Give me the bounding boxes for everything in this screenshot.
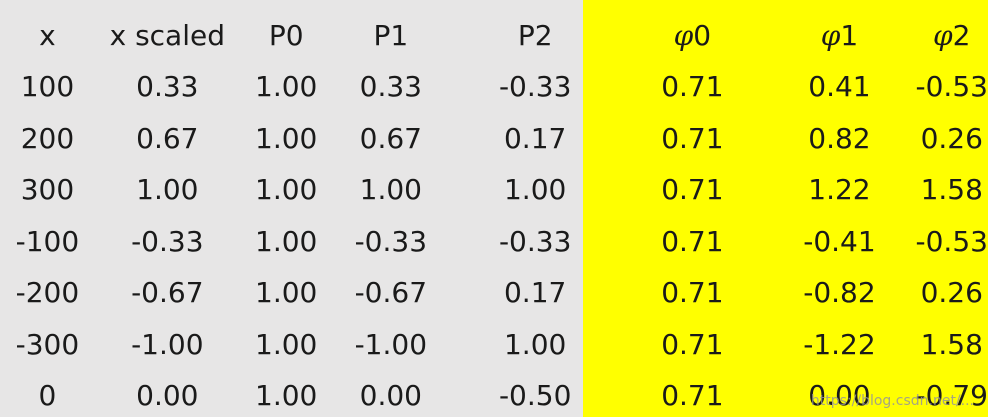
table-row: -100 -0.33 1.00 -0.33 -0.33 0.71 -0.41 -…	[0, 216, 988, 268]
table-row: 300 1.00 1.00 1.00 1.00 0.71 1.22 1.58	[0, 165, 988, 217]
cell-p0: 1.00	[255, 70, 318, 104]
phi-symbol: φ	[820, 18, 841, 52]
cell-phi1: -0.82	[803, 276, 876, 310]
cell-phi0: 0.71	[661, 173, 724, 207]
cell-x: 0	[38, 379, 57, 413]
header-p2: P2	[517, 18, 553, 52]
cell-phi2: -0.53	[915, 70, 988, 104]
phi-symbol: φ	[933, 18, 953, 52]
table-row: 100 0.33 1.00 0.33 -0.33 0.71 0.41 -0.53	[0, 62, 988, 114]
table-row: -200 -0.67 1.00 -0.67 0.17 0.71 -0.82 0.…	[0, 268, 988, 320]
cell-phi2: 1.58	[920, 327, 983, 361]
header-row: x x scaled P0 P1 P2 φ0 φ1 φ2	[0, 10, 988, 62]
cell-phi0: 0.71	[661, 379, 724, 413]
cell-phi0: 0.71	[661, 70, 724, 104]
header-x-scaled: x scaled	[109, 18, 225, 52]
cell-p1: -1.00	[354, 327, 428, 361]
cell-phi1: 0.41	[808, 70, 871, 104]
cell-x: 300	[20, 173, 75, 207]
header-phi2: φ2	[915, 10, 988, 62]
phi-columns-highlight	[583, 0, 988, 417]
cell-p2: 1.00	[503, 327, 567, 361]
header-p0: P0	[268, 18, 304, 52]
cell-p2: -0.50	[498, 379, 572, 413]
cell-phi2: 0.26	[920, 276, 983, 310]
cell-x: -200	[15, 276, 80, 310]
cell-x-scaled: -1.00	[131, 327, 204, 361]
cell-x-scaled: 1.00	[136, 173, 199, 207]
cell-phi1: -1.22	[803, 327, 876, 361]
cell-p1: 0.00	[359, 379, 422, 413]
cell-phi0: 0.71	[661, 224, 724, 258]
cell-x-scaled: 0.00	[136, 379, 199, 413]
cell-phi0: 0.71	[661, 276, 724, 310]
table-row: 200 0.67 1.00 0.67 0.17 0.71 0.82 0.26	[0, 113, 988, 165]
cell-x-scaled: -0.67	[131, 276, 204, 310]
cell-p2: 0.17	[503, 121, 567, 155]
polynomial-values-table: x x scaled P0 P1 P2 φ0 φ1 φ2 100 0.33 1.…	[0, 10, 988, 417]
watermark-text: https://blog.csdn.net/...	[810, 393, 974, 409]
cell-p2: 1.00	[503, 173, 567, 207]
cell-phi1: 0.82	[808, 121, 871, 155]
cell-phi1: -0.41	[803, 224, 876, 258]
phi-index: 0	[693, 18, 712, 52]
cell-x-scaled: 0.33	[136, 70, 199, 104]
cell-phi2: 1.58	[920, 173, 983, 207]
header-phi0: φ0	[621, 10, 763, 62]
phi-symbol: φ	[673, 18, 694, 52]
cell-phi0: 0.71	[661, 121, 724, 155]
cell-x: -300	[15, 327, 80, 361]
cell-p0: 1.00	[255, 121, 318, 155]
phi-index: 2	[952, 18, 971, 52]
cell-x-scaled: 0.67	[136, 121, 199, 155]
header-p1: P1	[373, 18, 409, 52]
cell-phi2: -0.79	[915, 379, 988, 413]
cell-phi2: 0.26	[920, 121, 983, 155]
header-x: x	[39, 18, 56, 52]
cell-phi0: 0.71	[661, 327, 724, 361]
phi-index: 1	[840, 18, 859, 52]
cell-phi1: 0.00	[808, 379, 871, 413]
cell-p2: -0.33	[498, 70, 572, 104]
header-phi1: φ1	[763, 10, 915, 62]
cell-p2: 0.17	[503, 276, 567, 310]
cell-x: -100	[15, 224, 80, 258]
cell-phi1: 1.22	[808, 173, 871, 207]
cell-p0: 1.00	[255, 173, 318, 207]
table-row: -300 -1.00 1.00 -1.00 1.00 0.71 -1.22 1.…	[0, 319, 988, 371]
cell-x: 200	[20, 121, 75, 155]
cell-p0: 1.00	[255, 327, 318, 361]
cell-p0: 1.00	[255, 379, 318, 413]
cell-p1: -0.67	[354, 276, 428, 310]
table-row: 0 0.00 1.00 0.00 -0.50 0.71 0.00 -0.79	[0, 371, 988, 417]
cell-p1: 0.67	[359, 121, 422, 155]
cell-x: 100	[20, 70, 75, 104]
cell-x-scaled: -0.33	[131, 224, 204, 258]
cell-p0: 1.00	[255, 276, 318, 310]
cell-phi2: -0.53	[915, 224, 988, 258]
basis-columns-background	[0, 0, 583, 417]
cell-p1: -0.33	[354, 224, 428, 258]
cell-p1: 0.33	[359, 70, 422, 104]
cell-p1: 1.00	[359, 173, 422, 207]
cell-p0: 1.00	[255, 224, 318, 258]
cell-p2: -0.33	[498, 224, 572, 258]
